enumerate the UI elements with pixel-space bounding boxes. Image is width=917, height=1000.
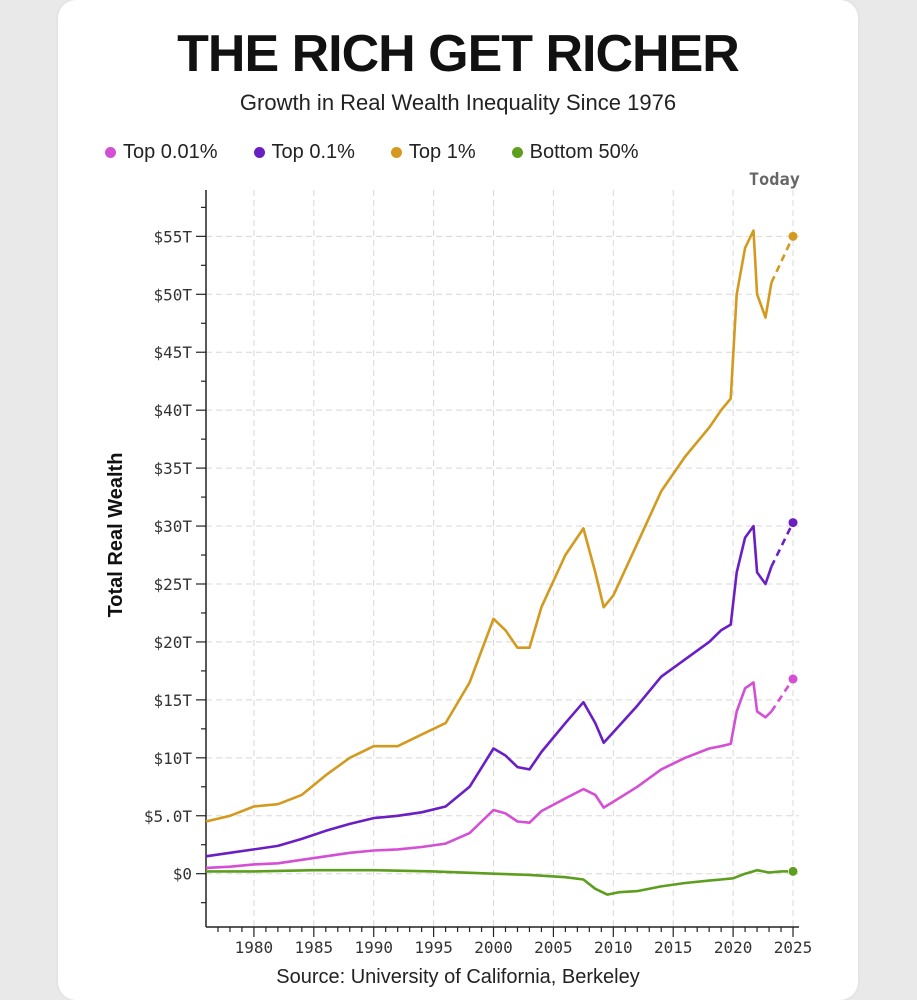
- series-line-top-1-: [205, 229, 773, 823]
- axes: [196, 190, 799, 937]
- x-tick-label: 1995: [414, 938, 453, 957]
- legend-dot-icon: [253, 147, 265, 158]
- legend-item-top-01: Top 0.1%: [253, 141, 355, 164]
- x-tick-label: 2025: [774, 938, 813, 957]
- legend-label: Top 0.01%: [123, 141, 218, 163]
- y-tick-label: $10T: [153, 749, 192, 768]
- chart-card: [58, 0, 858, 1000]
- y-tick-label: $45T: [153, 343, 192, 362]
- series-line-top-0-01-: [205, 681, 773, 870]
- legend-item-top-001: Top 0.01%: [105, 141, 218, 164]
- series-line-bottom-50-: [206, 868, 782, 896]
- y-tick-label: $25T: [153, 575, 192, 594]
- x-tick-label: 1980: [235, 938, 274, 957]
- x-tick-label: 2000: [474, 938, 513, 957]
- tick-labels: $0 $5.0T $10T $15T $20T $25T $30T $35T $40T $45T $…: [144, 227, 812, 957]
- y-tick-label: $15T: [153, 691, 192, 710]
- today-label: Today: [749, 170, 800, 190]
- today-point-top-1-: [788, 231, 798, 241]
- legend-label: Top 0.1%: [271, 141, 355, 163]
- grid: [206, 190, 799, 927]
- x-tick-label: 1985: [295, 938, 334, 957]
- projection-line-top-0-1-: [770, 522, 795, 568]
- series-lines: [205, 229, 798, 896]
- x-tick-label: 2015: [654, 938, 693, 957]
- x-tick-label: 2020: [714, 938, 753, 957]
- y-axis-label: Total Real Wealth: [105, 453, 127, 618]
- y-tick-label: $35T: [153, 459, 192, 478]
- legend-label: Bottom 50%: [529, 141, 639, 163]
- source-note: Source: University of California, Berkel…: [276, 966, 640, 988]
- legend-label: Top 1%: [408, 141, 476, 163]
- x-tick-label: 2010: [594, 938, 633, 957]
- y-tick-label: $5.0T: [144, 807, 193, 826]
- legend-item-bottom-50: Bottom 50%: [511, 141, 639, 164]
- x-tick-label: 1990: [354, 938, 393, 957]
- y-tick-label: $30T: [153, 517, 192, 536]
- y-tick-label: $0: [173, 865, 192, 884]
- series-line-top-0-1-: [205, 524, 773, 858]
- x-tick-label: 2005: [534, 938, 573, 957]
- chart-title: THE RICH GET RICHER: [177, 25, 740, 83]
- today-point-top-0-01-: [788, 674, 798, 684]
- projection-line-top-0-01-: [770, 678, 795, 713]
- legend-dot-icon: [390, 147, 402, 158]
- today-point-bottom-50-: [788, 866, 798, 876]
- legend-dot-icon: [511, 147, 523, 158]
- y-tick-label: $50T: [153, 285, 192, 304]
- today-point-top-0-1-: [788, 518, 798, 528]
- legend-dot-icon: [105, 147, 116, 158]
- y-tick-label: $55T: [153, 227, 192, 246]
- legend: Top 0.01% Top 0.1% Top 1% Bottom 50%: [105, 141, 675, 164]
- chart-subtitle: Growth in Real Wealth Inequality Since 1…: [239, 90, 677, 115]
- y-tick-label: $20T: [153, 633, 192, 652]
- projection-line-top-1-: [770, 235, 795, 284]
- legend-item-top-1: Top 1%: [390, 141, 476, 164]
- y-tick-label: $40T: [153, 401, 192, 420]
